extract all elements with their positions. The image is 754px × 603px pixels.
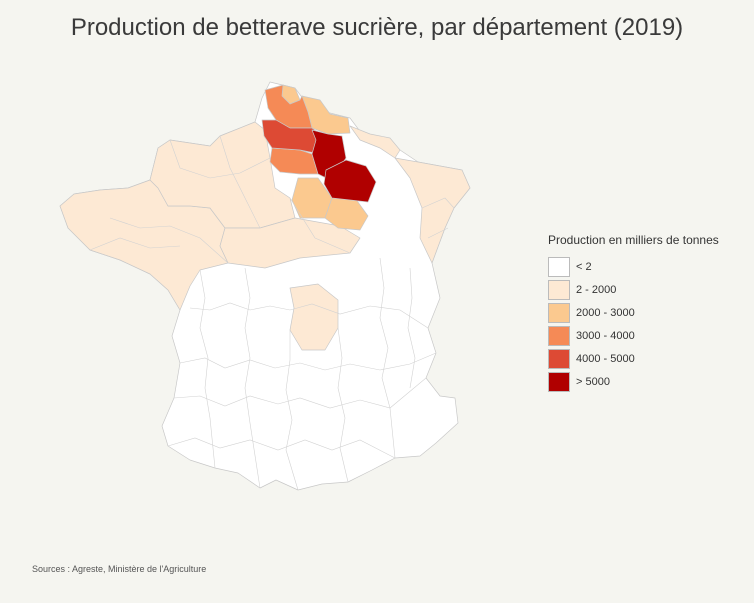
legend-swatch — [548, 279, 570, 300]
map-title: Production de betterave sucrière, par dé… — [70, 14, 684, 41]
legend-label: 2000 - 3000 — [576, 306, 635, 319]
legend: Production en milliers de tonnes < 2 2 - … — [548, 233, 719, 393]
legend-item: 4000 - 5000 — [548, 347, 719, 370]
legend-label: 3000 - 4000 — [576, 329, 635, 342]
region-central-enclave — [289, 283, 339, 351]
legend-label: < 2 — [576, 260, 592, 273]
legend-swatch — [548, 325, 570, 346]
legend-title: Production en milliers de tonnes — [548, 233, 719, 247]
legend-swatch — [548, 371, 570, 392]
region-marne — [323, 159, 377, 203]
france-map — [59, 81, 471, 491]
legend-item: 3000 - 4000 — [548, 324, 719, 347]
legend-swatch — [548, 348, 570, 369]
legend-label: 2 - 2000 — [576, 283, 617, 296]
legend-item: 2 - 2000 — [548, 278, 719, 301]
region-normandy — [149, 121, 296, 229]
legend-label: 4000 - 5000 — [576, 352, 635, 365]
region-north-west-strip — [349, 125, 401, 159]
legend-swatch — [548, 302, 570, 323]
legend-swatch — [548, 256, 570, 277]
region-eastern-departments — [394, 157, 471, 264]
department-borders — [89, 135, 455, 491]
legend-item: < 2 — [548, 255, 719, 278]
legend-label: > 5000 — [576, 375, 610, 388]
source-note: Sources : Agreste, Ministère de l'Agricu… — [32, 564, 207, 574]
legend-item: > 5000 — [548, 370, 719, 393]
legend-item: 2000 - 3000 — [548, 301, 719, 324]
legend-rows: < 2 2 - 2000 2000 - 3000 3000 - 4000 4000 - … — [548, 255, 719, 393]
region-somme-west — [264, 84, 313, 129]
